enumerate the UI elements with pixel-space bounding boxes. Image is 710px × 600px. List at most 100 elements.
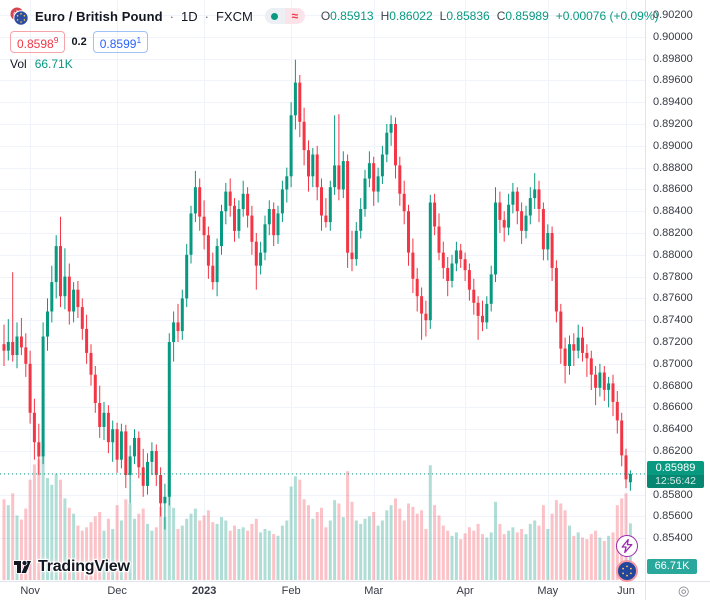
candle-body <box>137 437 141 468</box>
candle-body <box>611 383 615 402</box>
candle-body <box>476 302 480 316</box>
gridlines <box>0 0 645 581</box>
interval-label[interactable]: 1D <box>181 8 198 24</box>
volume-bar <box>372 512 376 580</box>
volume-bar <box>302 499 306 581</box>
volume-bar <box>211 522 215 580</box>
candle-body <box>54 246 58 283</box>
time-axis-tick: Nov <box>20 585 40 597</box>
candle-body <box>72 289 76 312</box>
y-axis-tick: 0.89400 <box>653 96 693 109</box>
volume-bar <box>246 530 250 580</box>
volume-bar <box>585 539 589 580</box>
volume-bar <box>180 525 184 580</box>
volume-bar <box>559 503 563 580</box>
volume-bar <box>324 527 328 580</box>
volume-bar <box>137 513 141 580</box>
ask-price-button[interactable]: 0.85991 <box>92 31 149 53</box>
candle-body <box>124 431 128 475</box>
volume-bar <box>537 525 541 580</box>
candle-body <box>324 215 328 223</box>
market-status[interactable]: ≈ <box>264 8 305 24</box>
y-axis-tick: 0.86200 <box>653 445 693 457</box>
candle-body <box>359 209 363 231</box>
candle-body <box>363 178 367 209</box>
bid-price-button[interactable]: 0.85989 <box>10 31 66 53</box>
time-axis[interactable]: Nov Dec 2023 Feb Mar Apr May Jun <box>0 582 645 600</box>
axis-settings-icon[interactable]: ◎ <box>678 583 690 598</box>
volume-bar <box>63 498 67 580</box>
candle-body <box>576 337 580 351</box>
volume-bar <box>150 530 154 580</box>
volume-bar <box>106 518 110 580</box>
last-price-value: 0.85989 <box>655 461 696 474</box>
exchange-label[interactable]: FXCM <box>215 8 253 24</box>
volume-bar <box>133 518 136 580</box>
volume-bar <box>337 503 341 580</box>
candle-body <box>163 496 167 504</box>
symbol-logo-button[interactable] <box>616 560 638 582</box>
volume-bar <box>394 498 397 580</box>
volume-bar <box>215 523 219 580</box>
volume-bar <box>533 520 537 580</box>
volume-bar <box>607 535 611 580</box>
volume-bar <box>524 534 528 580</box>
market-open-dot-icon <box>264 8 285 24</box>
volume-bar <box>202 515 206 580</box>
y-axis-tick: 0.87400 <box>653 314 693 327</box>
symbol-name[interactable]: Euro / British Pound <box>35 8 163 24</box>
candle-body <box>367 163 371 179</box>
volume-bar <box>568 525 571 580</box>
volume-legend-label[interactable]: Vol <box>10 57 27 71</box>
close-value: 0.85989 <box>505 9 549 23</box>
volume-bar <box>346 471 350 580</box>
candle-body <box>620 420 624 456</box>
volume-bar <box>6 505 10 580</box>
candle-body <box>276 213 280 236</box>
volume-bar <box>494 501 497 580</box>
volume-bar <box>172 507 176 581</box>
time-axis-separator <box>0 581 710 582</box>
candle-body <box>280 189 284 214</box>
candle-body <box>554 267 558 312</box>
volume-bar <box>293 476 297 580</box>
candle-body <box>454 250 458 264</box>
candle-body <box>485 303 489 323</box>
volume-bar <box>89 522 93 580</box>
candle-body <box>102 412 106 427</box>
volume-bar <box>2 499 6 581</box>
volume-bar <box>72 513 76 580</box>
volume-bar <box>333 500 337 580</box>
volume-bar <box>276 535 280 580</box>
tradingview-logo-icon <box>12 556 33 577</box>
candle-body <box>511 191 515 205</box>
time-axis-tick: May <box>537 585 559 597</box>
candle-body <box>550 233 554 268</box>
candle-body <box>598 372 602 388</box>
candle-body <box>24 347 28 364</box>
y-axis-tick: 0.90200 <box>653 9 693 21</box>
price-axis[interactable]: 0.90200 0.90000 0.89800 0.89600 0.89400 0.892… <box>646 0 710 581</box>
y-axis-tick: 0.85800 <box>653 488 693 501</box>
volume-bar <box>32 464 36 580</box>
volume-bar <box>263 529 267 580</box>
candle-body <box>581 337 584 353</box>
open-value: 0.85913 <box>330 9 374 23</box>
candle-body <box>407 211 410 253</box>
candle-body <box>376 176 380 192</box>
y-axis-tick: 0.88800 <box>653 161 693 174</box>
volume-bar <box>189 513 193 580</box>
candle-body <box>298 82 302 122</box>
candle-body <box>233 205 236 231</box>
boost-button[interactable] <box>616 535 638 557</box>
tradingview-logo[interactable]: TradingView <box>12 556 130 577</box>
y-axis-tick: 0.88200 <box>653 227 693 239</box>
candle-body <box>172 322 176 342</box>
volume-bar <box>206 510 210 580</box>
volume-bar <box>363 518 367 580</box>
time-axis-tick: Feb <box>281 585 301 597</box>
candle-body <box>80 307 84 329</box>
volume-bar <box>485 537 489 580</box>
candle-body <box>111 429 115 443</box>
